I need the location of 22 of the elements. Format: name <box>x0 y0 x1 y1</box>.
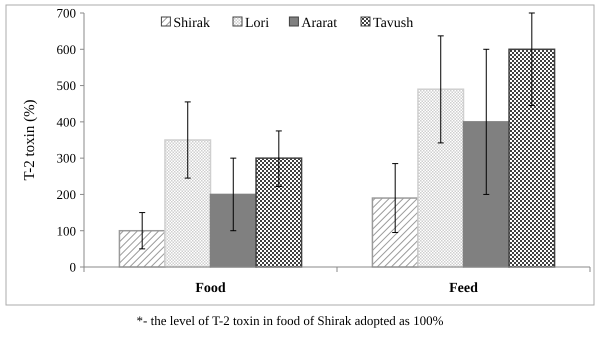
bar <box>508 48 556 268</box>
y-tick-label: 0 <box>70 260 76 275</box>
bar <box>164 139 212 268</box>
y-tick-label: 500 <box>56 78 76 94</box>
y-tick-label: 400 <box>56 114 76 130</box>
text: *- the level of T-2 toxin in food of Shirak adopted as 100% <box>136 313 444 328</box>
y-tick-label: 300 <box>56 150 76 166</box>
bar <box>372 197 419 268</box>
legend-label: Lori <box>245 16 270 31</box>
legend-label: Tavush <box>373 16 414 31</box>
y-tick-label: 100 <box>56 223 76 238</box>
bar <box>417 88 464 268</box>
y-tick-label: 600 <box>56 42 76 57</box>
legend-label: Shirak <box>173 16 210 31</box>
y-tick-label: 700 <box>56 6 76 21</box>
y-tick-label: 200 <box>56 186 76 202</box>
legend-label: Ararat <box>301 16 338 31</box>
y-axis-title: T-2 toxin (%) <box>22 99 38 181</box>
x-tick-label: Feed <box>449 281 478 296</box>
bar <box>118 230 166 268</box>
bar <box>255 157 302 268</box>
x-tick-label: Food <box>195 281 226 296</box>
